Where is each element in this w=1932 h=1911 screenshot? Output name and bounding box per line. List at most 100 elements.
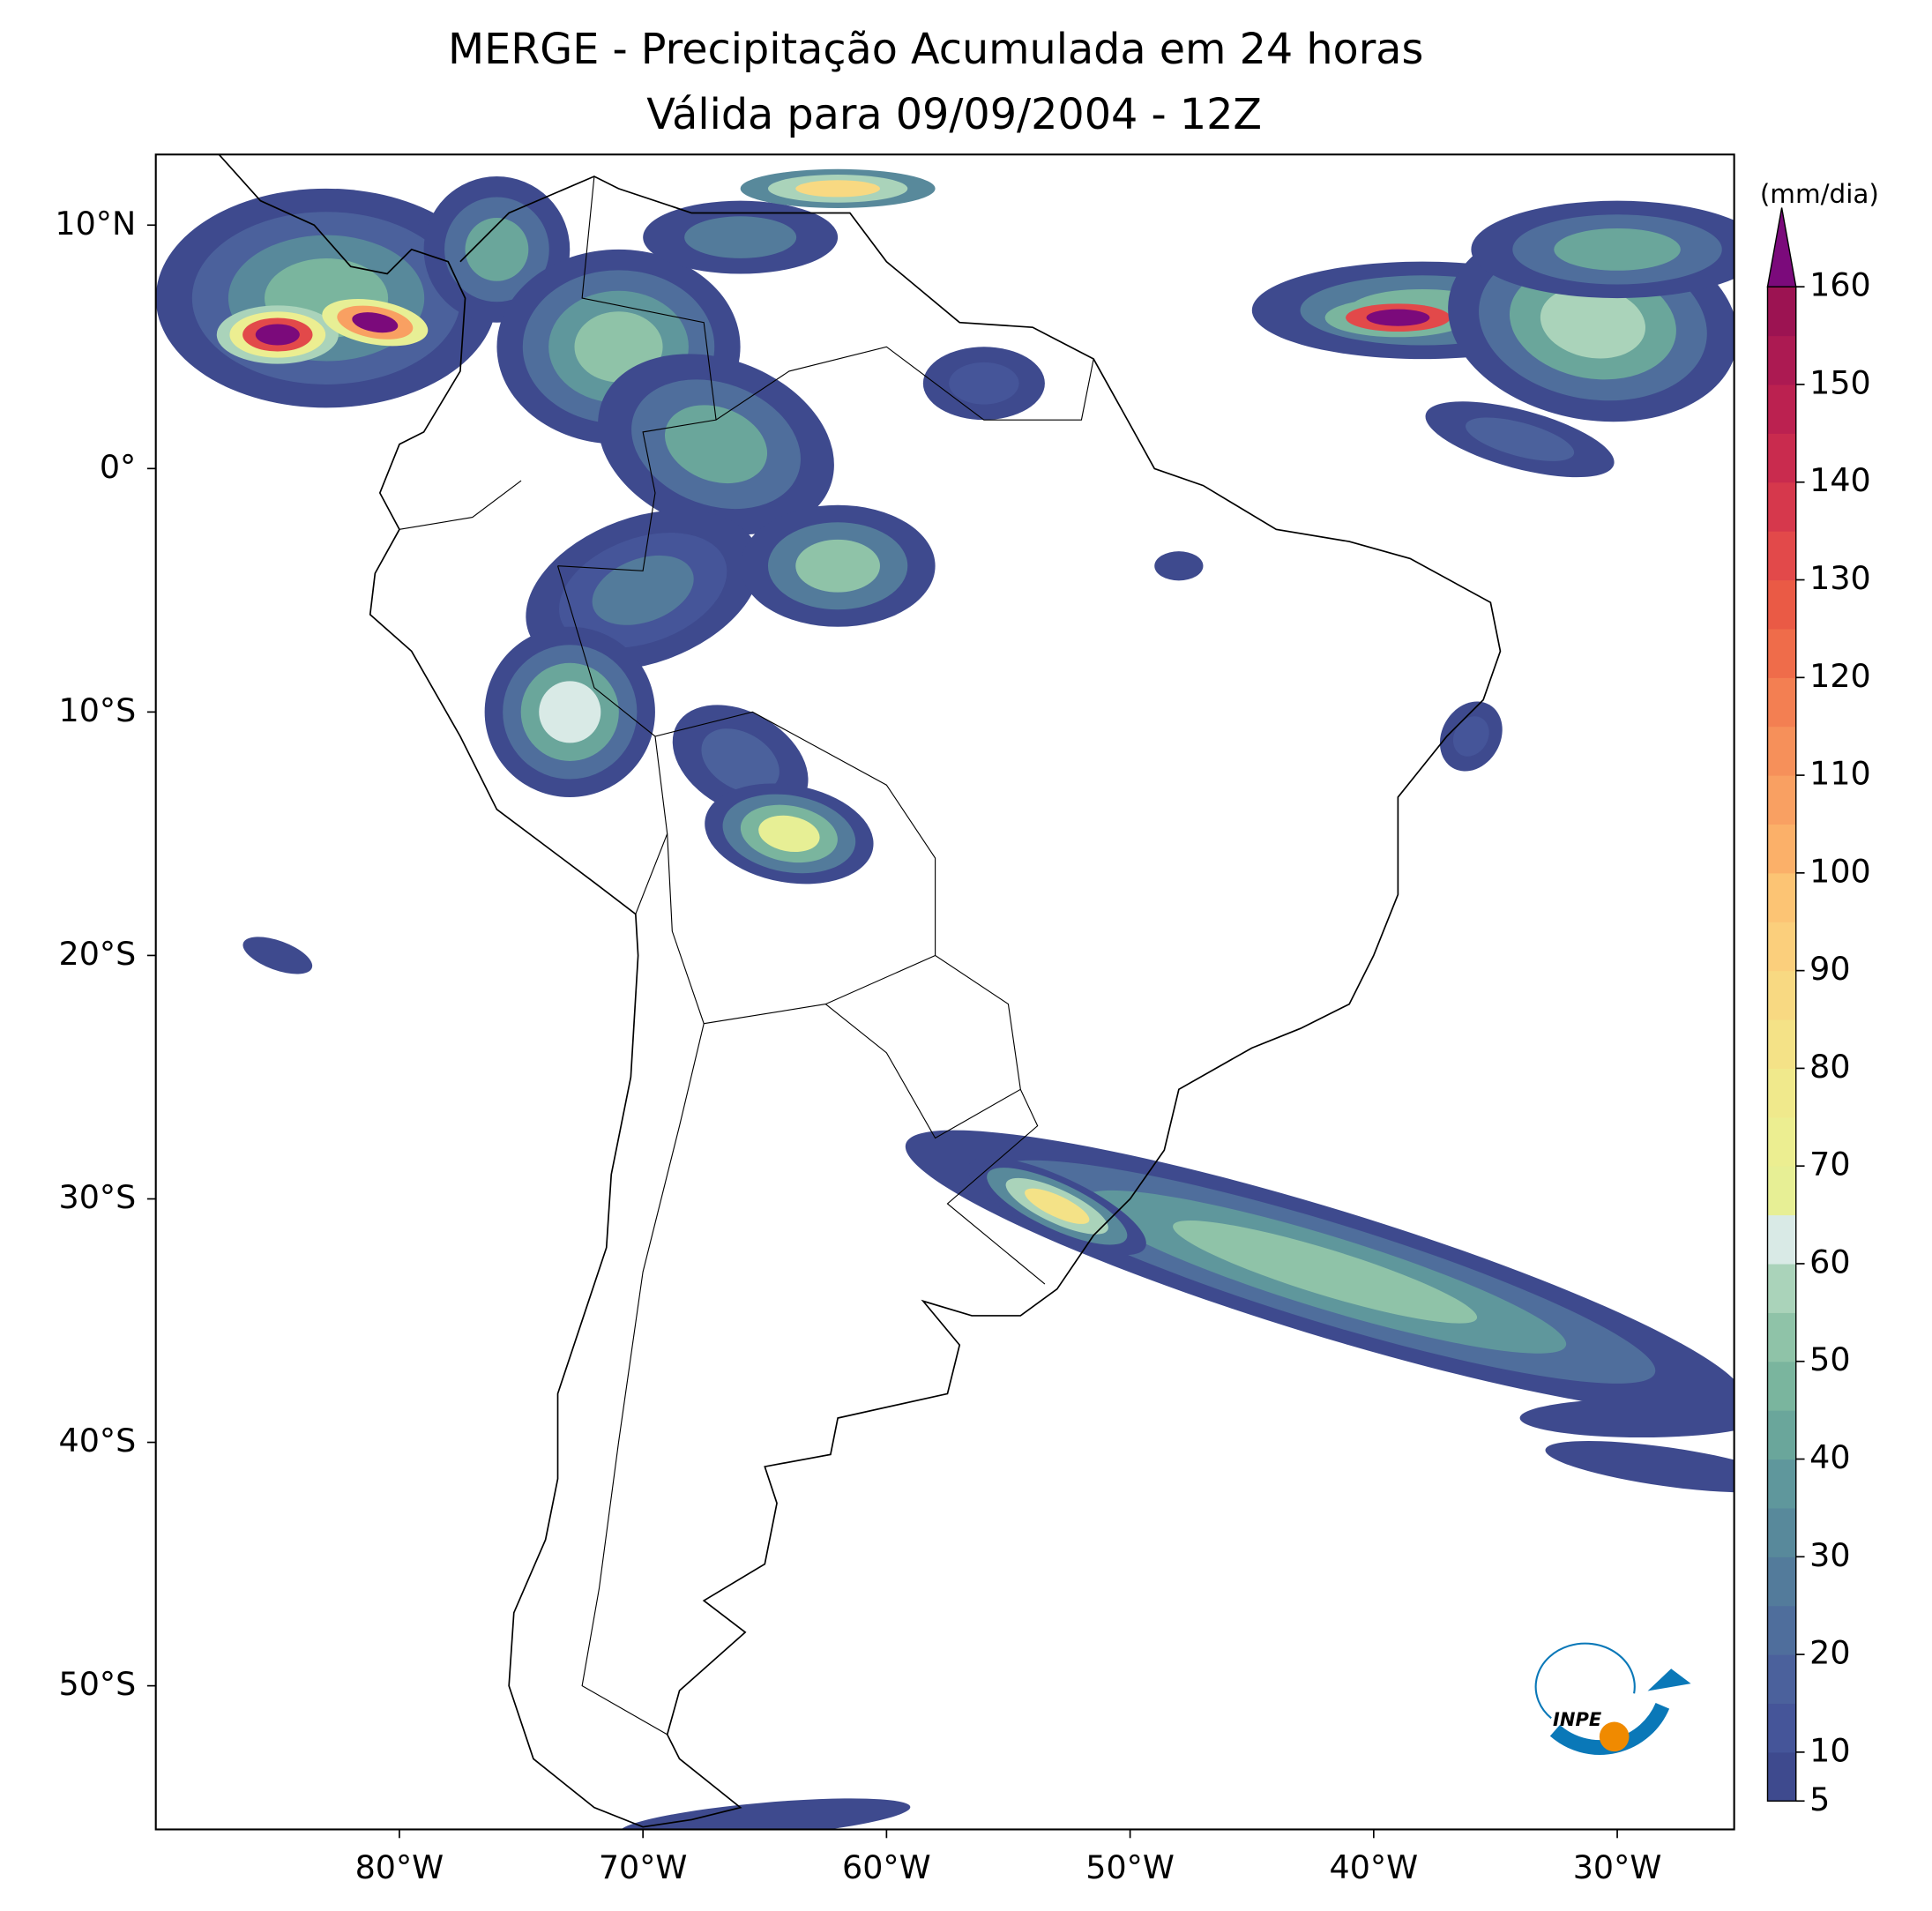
y-tick-label: 50°S bbox=[59, 1665, 137, 1703]
logo: INPE bbox=[1534, 1642, 1691, 1755]
colorbar-tick-label: 50 bbox=[1809, 1340, 1850, 1378]
colorbar-band bbox=[1767, 1605, 1796, 1655]
precip-area bbox=[539, 681, 601, 743]
logo-arrow bbox=[1647, 1668, 1691, 1691]
colorbar-band bbox=[1767, 726, 1796, 776]
x-tick-label: 70°W bbox=[599, 1848, 688, 1886]
colorbar-band bbox=[1767, 384, 1796, 434]
colorbar-band bbox=[1767, 1703, 1796, 1753]
y-tick-label: 30°S bbox=[59, 1178, 137, 1216]
map-frame bbox=[154, 153, 1735, 1831]
y-tick-label: 10°S bbox=[59, 691, 137, 729]
precip-area bbox=[1519, 1398, 1734, 1438]
x-tick-label: 80°W bbox=[355, 1848, 444, 1886]
colorbar-tick-label: 150 bbox=[1809, 363, 1871, 401]
subtitle: Válida para 09/09/2004 - 12Z bbox=[646, 91, 1262, 139]
colorbar-band bbox=[1767, 531, 1796, 581]
country-border bbox=[654, 735, 936, 1025]
colorbar-band bbox=[1767, 1019, 1796, 1069]
colorbar-band bbox=[1767, 1263, 1796, 1313]
colorbar-band bbox=[1767, 1361, 1796, 1411]
precip-area bbox=[684, 216, 797, 258]
precip-area bbox=[1025, 1188, 1090, 1224]
precip-area bbox=[465, 217, 529, 281]
precip-area bbox=[1540, 286, 1645, 359]
colorbar-band bbox=[1767, 775, 1796, 825]
logo-text: INPE bbox=[1553, 1708, 1602, 1730]
colorbar-band bbox=[1767, 677, 1796, 728]
country-border bbox=[556, 565, 1046, 1285]
colorbar-tick-label: 140 bbox=[1809, 461, 1871, 499]
precip-area bbox=[1173, 1221, 1478, 1324]
colorbar-tick-label: 20 bbox=[1809, 1634, 1850, 1672]
title: MERGE - Precipitação Acumulada em 24 hor… bbox=[448, 26, 1423, 74]
precip-area bbox=[242, 937, 313, 974]
colorbar-band bbox=[1767, 1751, 1796, 1802]
x-tick-label: 40°W bbox=[1330, 1848, 1419, 1886]
colorbar-band bbox=[1767, 1068, 1796, 1118]
precip-area bbox=[795, 180, 880, 198]
colorbar-band bbox=[1767, 335, 1796, 385]
colorbar-band bbox=[1767, 1459, 1796, 1509]
precip-area bbox=[1466, 417, 1575, 461]
precip-area bbox=[949, 362, 1019, 405]
colorbar-band bbox=[1767, 1214, 1796, 1265]
colorbar-tick-label: 160 bbox=[1809, 266, 1871, 304]
x-tick-label: 30°W bbox=[1573, 1848, 1662, 1886]
coastline bbox=[218, 154, 1502, 1828]
y-tick-label: 20°S bbox=[59, 935, 137, 973]
colorbar-band bbox=[1767, 1410, 1796, 1460]
colorbar-label: (mm/dia) bbox=[1760, 179, 1879, 209]
colorbar-band bbox=[1767, 579, 1796, 630]
precip-area bbox=[1154, 551, 1204, 581]
country-border bbox=[557, 346, 1094, 571]
colorbar-tick-label: 100 bbox=[1809, 852, 1871, 890]
country-border bbox=[824, 1004, 1021, 1139]
colorbar-extend bbox=[1766, 207, 1797, 287]
colorbar-band bbox=[1767, 433, 1796, 483]
colorbar-tick-label: 70 bbox=[1809, 1146, 1850, 1183]
colorbar-band bbox=[1767, 872, 1796, 922]
colorbar-tick-label: 60 bbox=[1809, 1243, 1850, 1280]
precip-area bbox=[1366, 309, 1430, 326]
logo-sun bbox=[1599, 1721, 1630, 1752]
precip-area bbox=[255, 324, 300, 346]
precip-area bbox=[665, 405, 768, 484]
colorbar-band bbox=[1767, 922, 1796, 972]
colorbar-band bbox=[1767, 1116, 1796, 1167]
logo-orbit bbox=[1534, 1642, 1636, 1720]
colorbar-band bbox=[1767, 1312, 1796, 1362]
precip-area bbox=[1545, 1441, 1734, 1493]
precip-area bbox=[1452, 716, 1489, 757]
precip-area bbox=[701, 728, 780, 793]
colorbar-band bbox=[1767, 1654, 1796, 1705]
colorbar-band bbox=[1767, 628, 1796, 678]
country-border bbox=[399, 480, 522, 530]
y-tick-label: 10°N bbox=[55, 205, 136, 243]
colorbar-band bbox=[1767, 1166, 1796, 1216]
colorbar-tick-label: 80 bbox=[1809, 1048, 1850, 1086]
colorbar-tick-label: 40 bbox=[1809, 1438, 1850, 1476]
colorbar-tick-label: 110 bbox=[1809, 755, 1871, 793]
colorbar-frame bbox=[1766, 286, 1797, 1802]
colorbar-tick-label: 30 bbox=[1809, 1536, 1850, 1574]
y-tick-label: 0° bbox=[100, 448, 136, 486]
colorbar-band bbox=[1767, 1507, 1796, 1557]
country-border bbox=[635, 833, 668, 914]
colorbar-tick-label: 90 bbox=[1809, 950, 1850, 988]
precip-area bbox=[619, 1798, 911, 1830]
precip-area bbox=[352, 312, 399, 333]
precip-area bbox=[1554, 228, 1681, 271]
colorbar-band bbox=[1767, 824, 1796, 874]
colorbar-tick-label: 130 bbox=[1809, 559, 1871, 597]
colorbar-band bbox=[1767, 287, 1796, 337]
colorbar-tick-label: 5 bbox=[1809, 1780, 1830, 1818]
y-tick-label: 40°S bbox=[59, 1422, 137, 1459]
country-border bbox=[581, 1023, 705, 1736]
map-area bbox=[155, 154, 1734, 1830]
colorbar-tick-label: 10 bbox=[1809, 1731, 1850, 1769]
colorbar-band bbox=[1767, 1556, 1796, 1607]
precip-area bbox=[592, 555, 694, 625]
colorbar-band bbox=[1767, 970, 1796, 1020]
